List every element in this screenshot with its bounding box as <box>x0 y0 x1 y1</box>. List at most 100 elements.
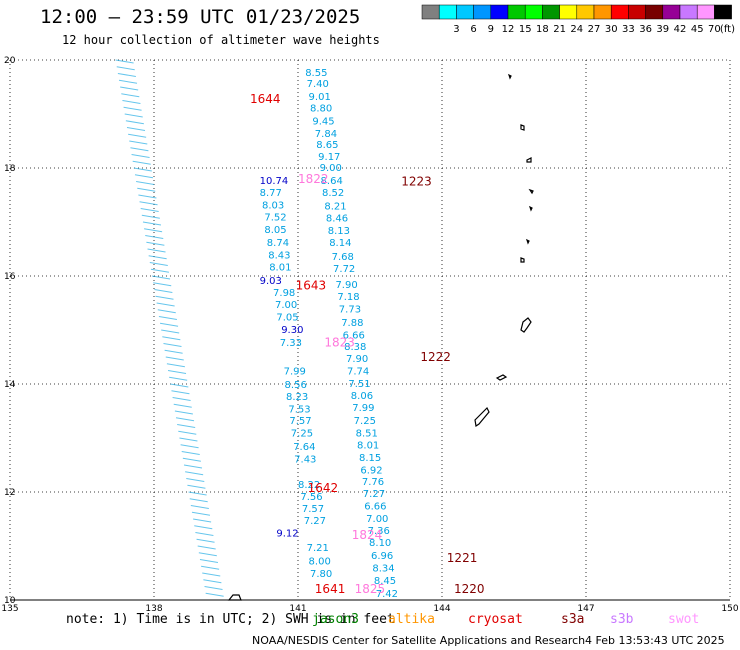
sat-jason3: jason3 <box>312 612 359 627</box>
sat-s3b: s3b <box>610 612 634 627</box>
data-label: 7.25 <box>291 429 313 440</box>
data-label: 7.80 <box>310 569 332 580</box>
legend-tick-label: 6 <box>470 24 476 35</box>
data-label: 7.56 <box>300 492 322 503</box>
data-label: 1641 <box>315 582 346 596</box>
note-text: note: 1) Time is in UTC; 2) SWH is in fe… <box>66 612 395 627</box>
data-label: 7.90 <box>346 354 368 365</box>
data-label: 1221 <box>447 551 478 565</box>
track-trace <box>122 100 141 104</box>
data-label: 8.23 <box>286 392 308 403</box>
track-trace <box>190 505 209 509</box>
track-trace <box>188 491 207 496</box>
sat-swot: swot <box>668 612 700 627</box>
track-trace <box>118 79 138 84</box>
data-label: 7.27 <box>363 489 385 500</box>
track-trace <box>201 565 220 570</box>
data-label: 7.98 <box>273 288 295 299</box>
track-trace <box>189 498 208 503</box>
data-label: 7.40 <box>307 79 329 90</box>
track-trace <box>121 93 140 98</box>
data-label: 9.45 <box>312 116 334 127</box>
data-label: 1222 <box>420 350 451 364</box>
data-label: 8.01 <box>357 440 379 451</box>
track-trace <box>163 343 182 347</box>
data-label: 8.52 <box>322 188 344 199</box>
track-trace <box>148 255 167 260</box>
track-trace <box>194 525 213 530</box>
track-trace <box>164 349 183 354</box>
legend-swatch <box>714 4 732 20</box>
data-label: 8.10 <box>369 538 391 549</box>
island-outline <box>528 188 534 195</box>
data-label: 8.65 <box>316 140 338 151</box>
data-label: 6.66 <box>343 330 365 341</box>
track-trace <box>174 410 193 415</box>
data-label: 7.99 <box>352 403 374 414</box>
track-trace <box>138 194 157 199</box>
footer-timestamp: 4 Feb 13:53:43 UTC 2025 <box>585 634 725 647</box>
y-tick-label: 18 <box>4 164 16 174</box>
track-trace <box>167 370 187 374</box>
track-trace <box>142 221 162 226</box>
track-trace <box>116 66 135 71</box>
track-trace <box>126 127 146 131</box>
data-label: 7.00 <box>366 514 388 525</box>
track-trace <box>155 295 174 300</box>
x-tick-label: 141 <box>289 604 306 614</box>
data-label: 7.36 <box>368 526 390 537</box>
data-label: 7.64 <box>293 442 315 453</box>
legend-tick-label: 33 <box>622 24 635 35</box>
data-label: 8.80 <box>310 104 332 115</box>
data-label: 8.51 <box>356 429 378 440</box>
track-trace <box>199 559 219 563</box>
data-label: 8.64 <box>321 176 343 187</box>
track-trace <box>132 160 151 165</box>
island-outline <box>528 205 533 212</box>
legend-tick-label: 42 <box>674 24 687 35</box>
data-label: 9.17 <box>318 152 340 163</box>
data-label: 7.53 <box>288 404 310 415</box>
island-outline <box>227 594 242 601</box>
data-label: 7.42 <box>376 589 398 600</box>
data-label: 8.22 <box>298 480 320 491</box>
data-label: 7.68 <box>332 252 354 263</box>
data-label: 7.73 <box>339 304 361 315</box>
track-trace <box>153 282 172 287</box>
track-trace <box>173 403 192 408</box>
data-label: 1220 <box>454 582 485 596</box>
legend-tick-label: 27 <box>588 24 601 35</box>
data-label: 6.96 <box>371 551 393 562</box>
data-label: 1823 <box>324 335 355 349</box>
y-tick-label: 16 <box>4 272 16 282</box>
legend-tick-label: 24 <box>570 24 583 35</box>
island-outline <box>520 124 525 131</box>
data-label: 8.55 <box>305 68 327 79</box>
data-label: 9.00 <box>320 163 342 174</box>
data-label: 6.92 <box>360 465 382 476</box>
y-tick-label: 14 <box>4 380 16 390</box>
track-trace <box>165 356 184 361</box>
data-label: 7.21 <box>307 543 329 554</box>
track-trace <box>161 329 180 334</box>
legend-tick-label: 36 <box>639 24 652 35</box>
x-tick-label: 144 <box>433 604 450 614</box>
y-tick-label: 10 <box>4 596 16 606</box>
track-trace <box>182 457 201 462</box>
track-trace <box>172 397 191 401</box>
track-trace <box>147 248 166 253</box>
data-label: 8.05 <box>264 225 286 236</box>
sat-s3a: s3a <box>561 612 585 627</box>
track-trace <box>179 437 198 442</box>
track-trace <box>131 154 150 158</box>
data-label: 8.03 <box>262 201 284 212</box>
legend-tick-label: 21 <box>553 24 566 35</box>
data-label: 8.46 <box>326 214 348 225</box>
data-label: 8.34 <box>372 564 394 575</box>
data-label: 1644 <box>250 92 281 106</box>
y-tick-label: 12 <box>4 488 15 498</box>
track-trace <box>139 201 158 206</box>
data-label: 8.14 <box>329 238 351 249</box>
x-tick-label: 135 <box>1 604 18 614</box>
track-trace <box>191 511 211 516</box>
